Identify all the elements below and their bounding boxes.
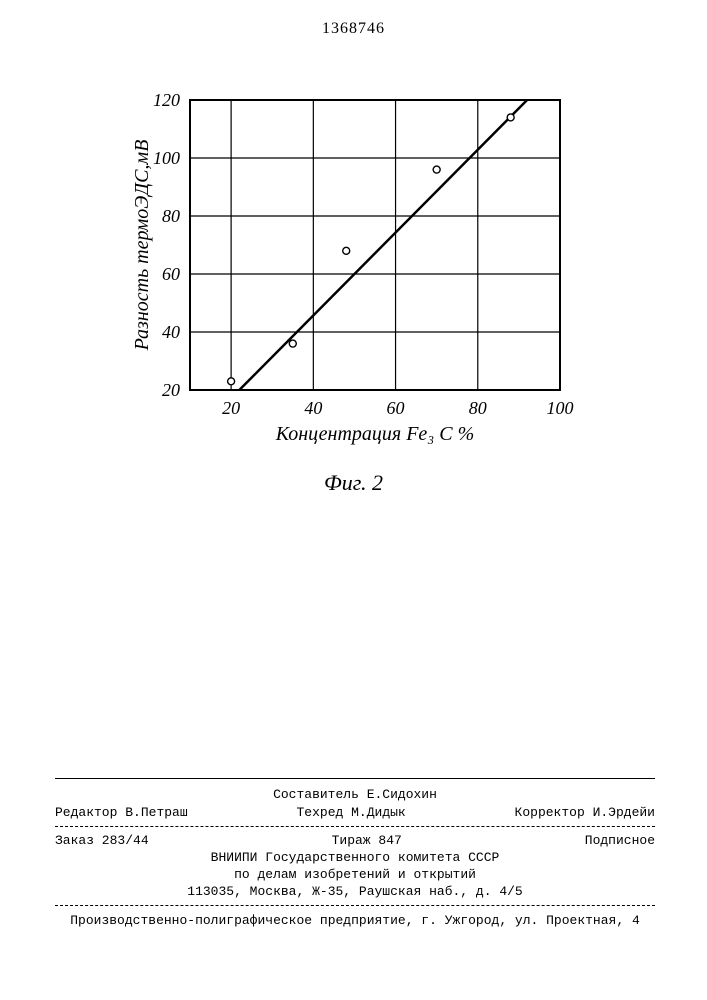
chart-svg: 20 40 60 80 100 20 40 60 80 100 120 Концентрация Fe…: [130, 90, 615, 450]
compiler-label: Составитель: [273, 787, 359, 802]
svg-text:60: 60: [387, 398, 405, 418]
footer-compiler-line: Составитель Е.Сидохин: [55, 786, 655, 804]
corrector-name: И.Эрдейи: [593, 805, 655, 820]
compiler-name: Е.Сидохин: [367, 787, 437, 802]
order-number: Заказ 283/44: [55, 832, 149, 850]
org-line-3: 113035, Москва, Ж-35, Раушская наб., д. …: [55, 884, 655, 899]
tech-label: Техред: [296, 805, 343, 820]
tech-cell: Техред М.Дидык: [296, 804, 405, 822]
svg-text:60: 60: [162, 264, 180, 284]
svg-text:20: 20: [162, 380, 180, 400]
page: 1368746 20 40 60 80 100 20 40 60 80 100 120 Концент…: [0, 0, 707, 1000]
svg-text:20: 20: [222, 398, 240, 418]
footer-credits-row: Редактор В.Петраш Техред М.Дидык Коррект…: [55, 804, 655, 822]
svg-text:120: 120: [153, 90, 180, 110]
editor-name: В.Петраш: [125, 805, 187, 820]
org-line-2: по делам изобретений и открытий: [55, 867, 655, 882]
data-point: [228, 378, 235, 385]
corrector-label: Корректор: [515, 805, 585, 820]
tech-name: М.Дидык: [351, 805, 406, 820]
subscription: Подписное: [585, 832, 655, 850]
svg-text:100: 100: [547, 398, 574, 418]
press-line: Производственно-полиграфическое предприя…: [55, 913, 655, 928]
editor-label: Редактор: [55, 805, 117, 820]
svg-text:100: 100: [153, 148, 180, 168]
tirazh: Тираж 847: [332, 832, 402, 850]
svg-text:40: 40: [304, 398, 322, 418]
divider-dashed: [55, 905, 655, 906]
svg-text:80: 80: [469, 398, 487, 418]
svg-text:80: 80: [162, 206, 180, 226]
data-point: [289, 340, 296, 347]
footer-order-row: Заказ 283/44 Тираж 847 Подписное: [55, 832, 655, 850]
y-axis-label: Разность термоЭДС,мВ: [131, 140, 153, 352]
org-line-1: ВНИИПИ Государственного комитета СССР: [55, 850, 655, 865]
divider-dashed: [55, 826, 655, 827]
svg-text:40: 40: [162, 322, 180, 342]
figure-caption: Фиг. 2: [0, 470, 707, 496]
x-axis-label: Концентрация Fe₃ C %: [275, 423, 475, 445]
divider: [55, 778, 655, 779]
data-point: [507, 114, 514, 121]
chart-container: 20 40 60 80 100 20 40 60 80 100 120 Концентрация Fe…: [130, 90, 615, 455]
document-number: 1368746: [0, 20, 707, 38]
corrector-cell: Корректор И.Эрдейи: [515, 804, 655, 822]
editor-cell: Редактор В.Петраш: [55, 804, 188, 822]
data-point: [343, 247, 350, 254]
data-point: [433, 166, 440, 173]
